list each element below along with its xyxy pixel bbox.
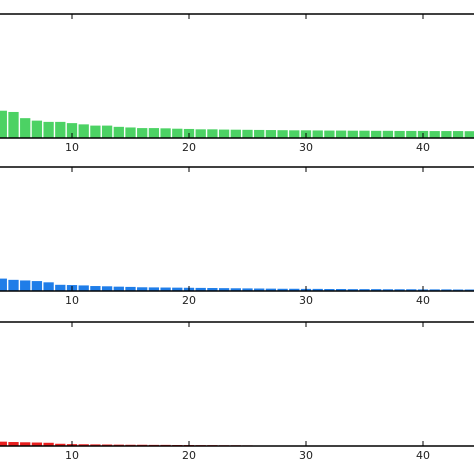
bar-blue <box>382 289 394 291</box>
bar-blue <box>78 285 89 291</box>
bar-blue <box>20 280 31 291</box>
bar-green <box>324 130 335 138</box>
bar-blue <box>0 278 7 291</box>
x-tick-label-blue: 20 <box>182 294 196 307</box>
bar-blue <box>31 281 43 291</box>
bar-green <box>43 121 54 138</box>
bar-green <box>312 130 323 138</box>
bar-blue <box>265 288 277 291</box>
x-tick-label-green: 40 <box>416 141 430 154</box>
bar-blue <box>8 279 19 291</box>
bar-green <box>371 130 382 138</box>
bar-green <box>148 128 160 138</box>
bar-green <box>254 129 265 138</box>
bar-blue <box>43 282 54 291</box>
bar-blue <box>90 286 101 291</box>
bar-green <box>335 130 347 138</box>
bar-green <box>207 129 218 138</box>
x-tick-label-red: 40 <box>416 449 430 462</box>
bar-green <box>394 130 405 138</box>
bar-green <box>8 111 19 138</box>
bar-blue <box>394 289 405 291</box>
bar-red <box>43 442 54 446</box>
bar-green <box>113 126 124 138</box>
x-tick-label-blue: 30 <box>299 294 313 307</box>
bar-green <box>125 127 136 138</box>
bar-green <box>429 131 440 138</box>
x-tick-label-blue: 40 <box>416 294 430 307</box>
bar-green <box>265 130 277 138</box>
bar-green <box>0 110 7 138</box>
bar-red <box>0 441 7 446</box>
bar-blue <box>218 288 230 291</box>
bar-blue <box>207 288 218 291</box>
bar-blue <box>195 287 206 291</box>
bar-blue <box>137 287 148 291</box>
bar-blue <box>172 287 183 291</box>
bar-green <box>20 118 31 138</box>
bar-blue <box>406 289 417 291</box>
bar-blue <box>441 289 452 291</box>
bar-green <box>406 130 417 138</box>
bar-green <box>31 120 43 138</box>
bar-blue <box>289 288 300 291</box>
bar-blue <box>160 287 171 291</box>
bar-blue <box>101 286 113 291</box>
bar-green <box>452 131 464 138</box>
bar-green <box>101 125 113 138</box>
x-tick-label-green: 10 <box>65 141 79 154</box>
bar-green <box>90 125 101 138</box>
bar-green <box>464 131 474 138</box>
x-tick-label-red: 30 <box>299 449 313 462</box>
bar-blue <box>429 289 440 291</box>
bar-red <box>90 444 101 446</box>
bar-red <box>31 442 43 446</box>
bar-green <box>66 123 78 138</box>
x-tick-label-blue: 10 <box>65 294 79 307</box>
x-tick-label-green: 30 <box>299 141 313 154</box>
bar-blue <box>242 288 253 291</box>
bar-blue <box>312 288 323 291</box>
bar-green <box>382 130 394 138</box>
panel-blue: 10 20 30 40 <box>0 166 474 307</box>
bar-green <box>359 130 370 138</box>
bar-green <box>55 121 66 138</box>
bar-blue <box>277 288 288 291</box>
bar-blue <box>148 287 160 291</box>
bar-green <box>218 129 230 138</box>
bar-blue <box>371 289 382 291</box>
bar-green <box>137 128 148 138</box>
bar-green <box>172 128 183 138</box>
bar-blue <box>125 286 136 291</box>
bar-green <box>289 130 300 138</box>
bar-green <box>230 129 241 138</box>
bar-red <box>78 444 89 446</box>
bar-red <box>20 442 31 446</box>
panel-green: 10 20 30 40 <box>0 13 474 154</box>
bar-blue <box>230 288 241 291</box>
bar-green <box>441 131 452 138</box>
bar-green <box>195 129 206 138</box>
bar-red <box>55 443 66 446</box>
bar-green <box>242 129 253 138</box>
bar-green <box>277 130 288 138</box>
bar-green <box>160 128 171 138</box>
bar-blue <box>347 289 358 291</box>
bar-blue <box>55 284 66 291</box>
bar-blue <box>335 289 347 291</box>
bar-blue <box>254 288 265 291</box>
panel-red: 10 20 30 40 <box>0 321 474 462</box>
bar-red <box>8 442 19 446</box>
bar-blue <box>113 286 124 291</box>
bar-green <box>78 124 89 138</box>
bar-blue <box>359 289 370 291</box>
x-tick-label-red: 20 <box>182 449 196 462</box>
x-tick-label-red: 10 <box>65 449 79 462</box>
bar-green <box>347 130 358 138</box>
bar-blue <box>324 289 335 291</box>
x-tick-label-green: 20 <box>182 141 196 154</box>
